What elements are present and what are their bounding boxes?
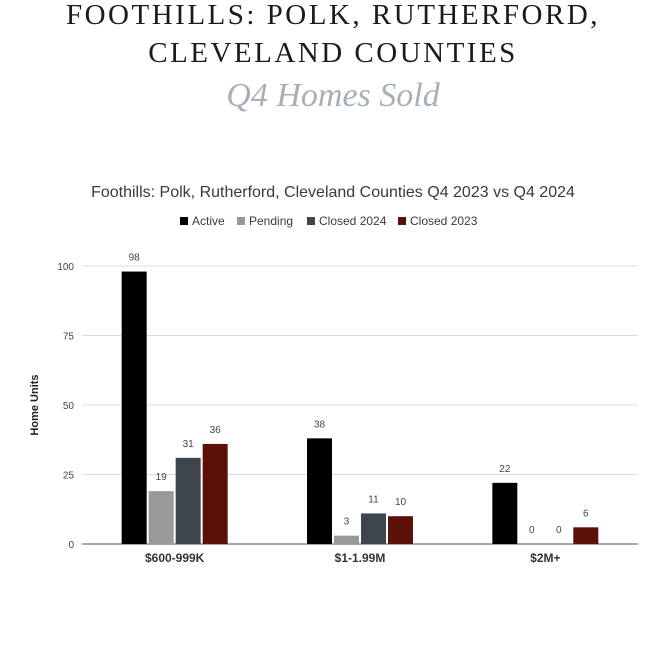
data-label: 0 bbox=[529, 525, 535, 536]
bar bbox=[175, 457, 201, 544]
bar bbox=[388, 516, 413, 544]
legend-label: Pending bbox=[249, 214, 293, 228]
legend-swatch bbox=[307, 217, 315, 225]
legend-swatch bbox=[237, 217, 245, 225]
data-label: 36 bbox=[210, 425, 222, 436]
bar bbox=[573, 527, 599, 544]
x-category-label: $600-999K bbox=[145, 551, 205, 565]
data-label: 22 bbox=[499, 464, 511, 475]
data-label: 6 bbox=[583, 508, 589, 519]
y-tick-label: 25 bbox=[63, 471, 75, 482]
bar bbox=[121, 271, 147, 544]
data-label: 19 bbox=[156, 472, 168, 483]
bar bbox=[307, 438, 332, 544]
legend-swatch bbox=[180, 217, 188, 225]
data-label: 11 bbox=[368, 494, 379, 505]
y-tick-label: 100 bbox=[57, 262, 74, 273]
x-category-label: $2M+ bbox=[530, 551, 560, 565]
x-category-label: $1-1.99M bbox=[335, 551, 386, 565]
bar-chart: Foothills: Polk, Rutherford, Cleveland C… bbox=[29, 184, 638, 565]
chart-title: Foothills: Polk, Rutherford, Cleveland C… bbox=[91, 184, 575, 201]
data-label: 31 bbox=[183, 439, 195, 450]
data-label: 10 bbox=[395, 497, 407, 508]
page-subtitle: Q4 Homes Sold bbox=[226, 77, 440, 114]
legend-label: Active bbox=[192, 214, 225, 228]
bar bbox=[202, 443, 228, 544]
legend-label: Closed 2023 bbox=[410, 214, 478, 228]
bar bbox=[361, 513, 386, 544]
y-tick-label: 75 bbox=[63, 332, 75, 343]
bar bbox=[492, 482, 518, 544]
data-label: 0 bbox=[556, 525, 562, 536]
y-tick-label: 50 bbox=[63, 401, 75, 412]
data-label: 98 bbox=[129, 253, 141, 264]
data-label: 3 bbox=[344, 517, 350, 528]
page-title-line-2: CLEVELAND COUNTIES bbox=[148, 37, 518, 69]
bar bbox=[148, 491, 174, 544]
data-label: 38 bbox=[314, 419, 326, 430]
legend-swatch bbox=[398, 217, 406, 225]
y-tick-label: 0 bbox=[68, 540, 74, 551]
page-title-line-1: FOOTHILLS: POLK, RUTHERFORD, bbox=[65, 0, 601, 31]
bar bbox=[334, 535, 359, 544]
legend-label: Closed 2024 bbox=[319, 214, 387, 228]
y-axis-label: Home Units bbox=[29, 374, 41, 435]
